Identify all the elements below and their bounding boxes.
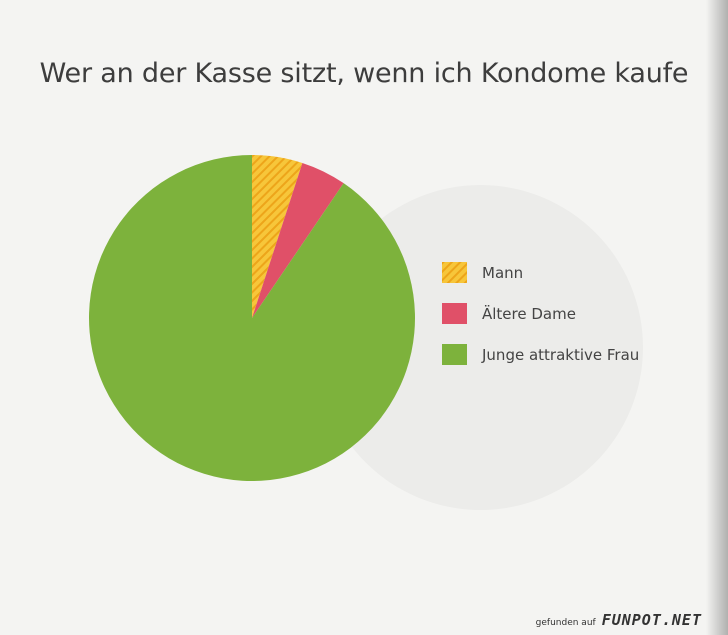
chart-legend: Mann Ältere Dame Junge attraktive Frau <box>442 262 639 385</box>
watermark-prefix: gefunden auf <box>535 618 596 628</box>
legend-item-aeltere-dame: Ältere Dame <box>442 303 639 324</box>
pie-slice-mann <box>252 155 303 318</box>
chart-title: Wer an der Kasse sitzt, wenn ich Kondome… <box>39 58 689 89</box>
legend-swatch-junge-attraktive-frau <box>442 344 467 365</box>
watermark-brand: FUNPOT.NET <box>601 611 702 629</box>
legend-swatch-aeltere-dame <box>442 303 467 324</box>
watermark: gefunden auf FUNPOT.NET <box>536 611 702 629</box>
legend-item-junge-attraktive-frau: Junge attraktive Frau <box>442 344 639 365</box>
pie-slice-aeltere-dame <box>252 162 344 318</box>
pie-slice-junge-attraktive-frau <box>89 155 416 482</box>
legend-label-junge-attraktive-frau: Junge attraktive Frau <box>482 345 640 364</box>
page-edge-shadow <box>706 0 728 635</box>
legend-swatch-mann <box>442 262 467 283</box>
legend-label-aeltere-dame: Ältere Dame <box>482 304 576 323</box>
legend-label-mann: Mann <box>482 263 524 282</box>
legend-item-mann: Mann <box>442 262 639 283</box>
